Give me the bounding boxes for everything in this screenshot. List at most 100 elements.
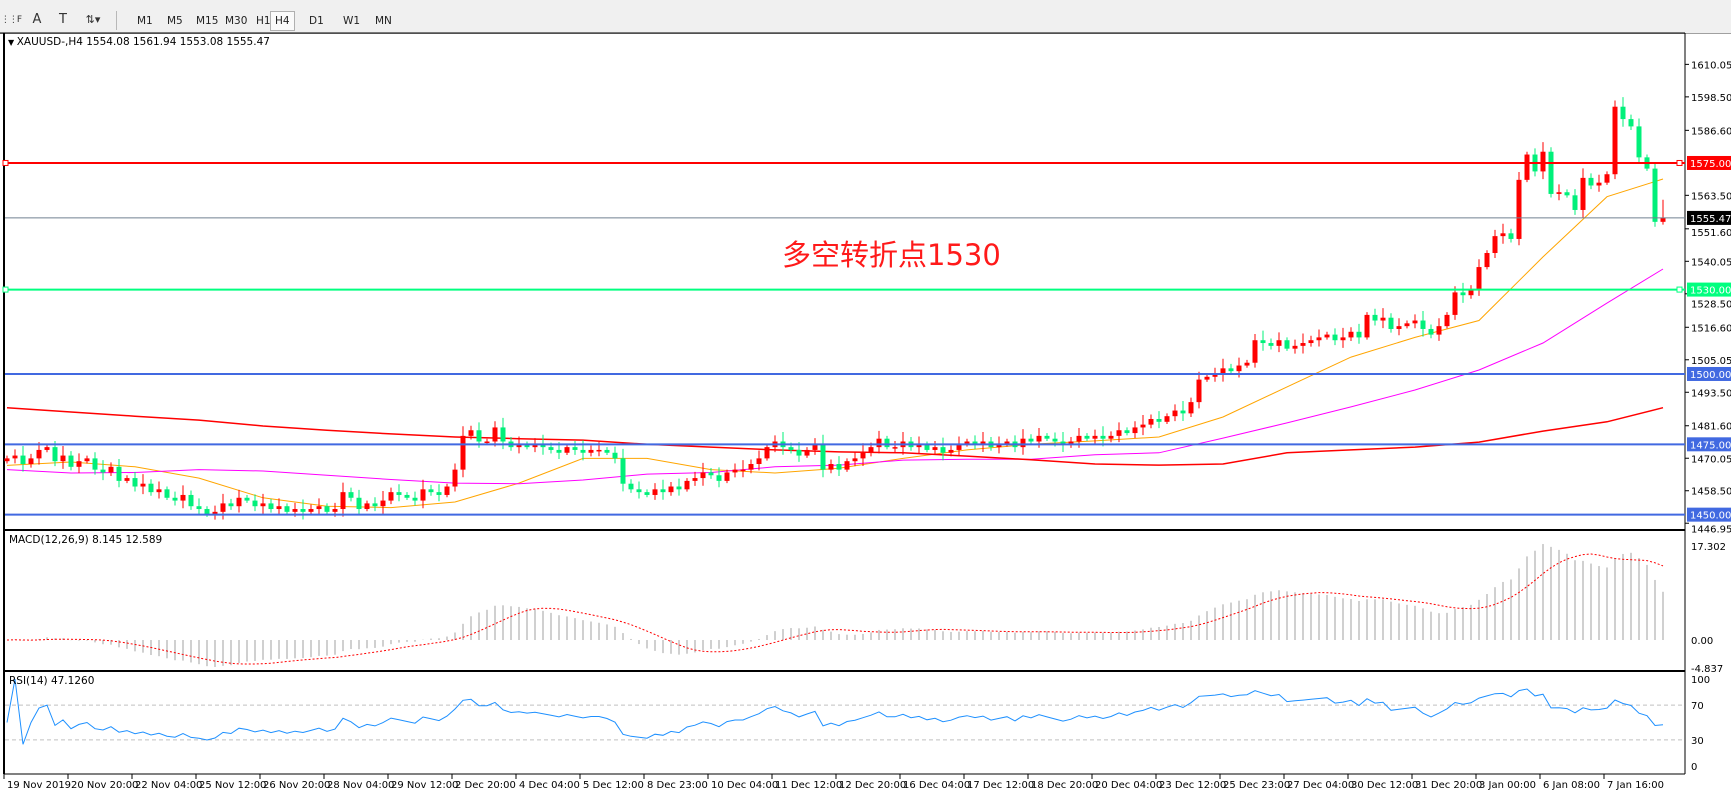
candle-body [1348,331,1354,338]
timeframe-m5-button[interactable]: M5 [167,15,183,27]
candle [4,455,10,464]
candle [612,446,618,464]
timeframe-m30-button[interactable]: M30 [225,15,248,27]
price-tick-label: 1481.60 [1691,422,1731,433]
candle [340,482,346,517]
candle-body [572,447,578,450]
candle [692,471,698,486]
candle-body [1580,177,1586,210]
candle [1324,331,1330,340]
moving-average-line [6,406,1664,466]
line-handle [1676,159,1683,166]
price-tick-label: 1446.95 [1691,525,1731,536]
candle [852,452,858,467]
candle [172,491,178,506]
candle-body [828,464,834,470]
candle [308,504,314,516]
candle-body [1148,418,1154,425]
candle [1028,434,1034,446]
collapse-triangle-icon[interactable]: ▼ [8,38,17,47]
price-tick-label: 1610.05 [1691,60,1731,71]
timeframe-d1-button[interactable]: D1 [309,15,324,27]
candle [1332,328,1338,346]
timeframe-m1-button[interactable]: M1 [137,15,153,27]
candle [1156,411,1162,429]
candle [380,491,386,514]
timeframe-w1-button[interactable]: W1 [343,15,361,27]
timeframe-m15-button[interactable]: M15 [196,15,219,27]
grid-icon[interactable]: ⋮⋮F [0,15,22,25]
candle-body [1388,317,1394,329]
timeframe-mn-button[interactable]: MN [375,15,392,27]
candle-body [1132,427,1138,434]
candle-body [676,486,682,490]
candle-body [308,509,314,512]
candle-body [1652,168,1658,222]
text-label-icon[interactable]: T [59,12,67,27]
candle [1380,308,1386,329]
candle-body [412,497,418,501]
candle-body [1420,320,1426,329]
candle [1500,223,1506,244]
candle-body [1212,373,1218,377]
price-label-box [1687,507,1731,522]
candle-body [1156,418,1162,422]
candle [1348,327,1354,342]
candle [524,441,530,450]
candle [948,445,954,457]
time-tick-label: 28 Nov 04:00 [327,780,394,791]
timeframe-h4-button[interactable]: H4 [270,11,295,31]
price-label-1475.00: 1475.00 [1690,440,1731,451]
candle-body [1116,430,1122,436]
candle-body [1452,292,1458,315]
candle [268,498,274,513]
price-label-1555.47: 1555.47 [1690,214,1731,225]
candle [1172,404,1178,422]
candle-body [620,458,626,484]
rsi-line [6,678,1664,745]
candle-body [1268,343,1274,346]
price-tick-label: 1493.50 [1691,388,1731,399]
timeframe-h1-button[interactable]: H1 [256,15,271,27]
candle-body [68,455,74,467]
candle-body [612,452,618,459]
candle-body [396,492,402,495]
text-icon[interactable]: A [32,12,42,27]
chart-window [3,33,1688,774]
candle [1620,97,1626,127]
candle [1196,371,1202,409]
time-tick-label: 22 Nov 04:00 [135,780,202,791]
candle [1396,318,1402,336]
candle [932,440,938,455]
candle-body [876,438,882,448]
candle-body [1596,182,1602,186]
candle [668,482,674,496]
candle [12,449,18,464]
time-tick-label: 16 Dec 04:00 [903,780,970,791]
candle [1524,151,1530,183]
candle [44,444,50,453]
macd-signal-line [6,553,1664,665]
candle [1164,413,1170,425]
candle [428,484,434,496]
candle [1068,437,1074,448]
candle-body [924,444,930,450]
candle [36,442,42,465]
candle-body [980,441,986,445]
candle [1412,314,1418,329]
arrows-icon[interactable]: ⇅▾ [85,13,101,26]
candle [1636,118,1642,164]
candle [1148,414,1154,429]
candle-body [236,497,242,507]
moving-average-line [6,178,1664,509]
candle [1452,286,1458,320]
chart-annotation-text[interactable]: 多空转折点1530 [782,238,1001,272]
candle-body [804,449,810,456]
rsi-tick-label: 30 [1691,736,1704,747]
candle [1100,426,1106,447]
candle [812,438,818,455]
candle [1284,337,1290,351]
candle [1468,285,1474,299]
candle-body [76,461,82,467]
